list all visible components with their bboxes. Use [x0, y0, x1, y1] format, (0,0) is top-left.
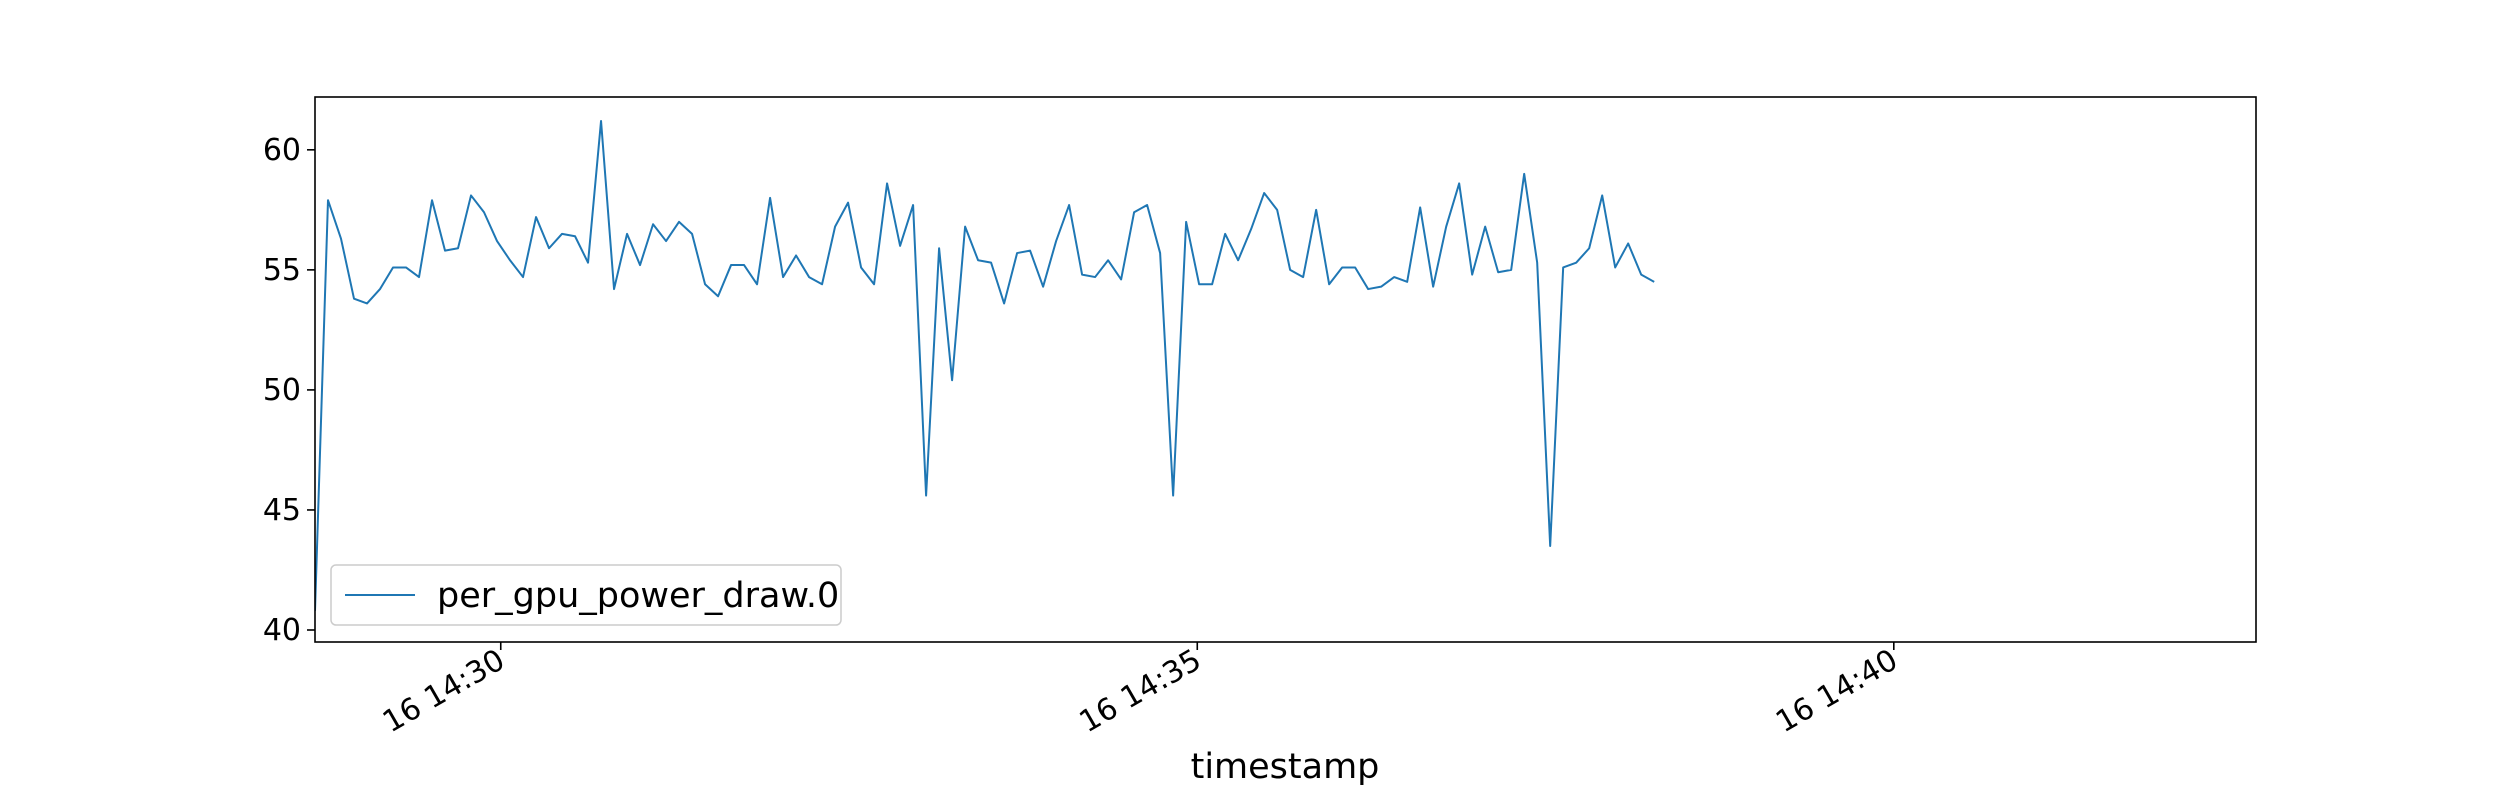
- legend-box: [330, 564, 842, 626]
- y-tick-label: 40: [263, 613, 301, 648]
- plot-area: [315, 120, 1655, 611]
- y-tick-label: 60: [263, 133, 301, 168]
- y-tick-label: 50: [263, 373, 301, 408]
- plot-frame: [314, 96, 2257, 643]
- y-tick-label: 45: [263, 493, 301, 528]
- y-tick-label: 55: [263, 253, 301, 288]
- series-line-0: [315, 120, 1655, 611]
- x-axis-label: timestamp: [1191, 747, 1380, 787]
- legend-label: per_gpu_power_draw.0: [437, 576, 839, 616]
- legend: per_gpu_power_draw.0: [330, 564, 842, 626]
